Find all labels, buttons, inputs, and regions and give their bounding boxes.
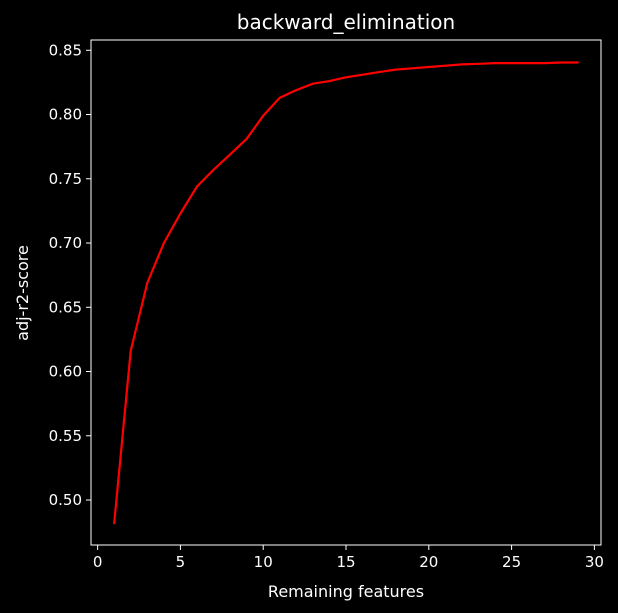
x-tick-label: 15 <box>336 553 355 571</box>
plot-frame <box>90 39 602 546</box>
chart-title: backward_elimination <box>237 10 455 34</box>
plot-area <box>90 39 602 546</box>
x-tick-label: 5 <box>176 553 186 571</box>
y-tick-label: 0.65 <box>49 298 82 316</box>
x-tick-label: 20 <box>419 553 438 571</box>
series-line <box>113 61 579 525</box>
y-tick-label: 0.80 <box>49 106 82 124</box>
y-tick-label: 0.75 <box>49 170 82 188</box>
y-tick-label: 0.60 <box>49 363 82 381</box>
x-tick-label: 30 <box>585 553 604 571</box>
x-tick-label: 25 <box>502 553 521 571</box>
y-tick-label: 0.50 <box>49 491 82 509</box>
y-tick-label: 0.55 <box>49 427 82 445</box>
x-axis: 0 5 10 15 20 25 30 <box>93 545 604 571</box>
y-axis-label: adj-r2-score <box>13 245 32 341</box>
x-axis-label: Remaining features <box>268 582 424 601</box>
y-tick-label: 0.70 <box>49 234 82 252</box>
y-axis: 0.50 0.55 0.60 0.65 0.70 0.75 0.80 0.85 <box>49 41 91 509</box>
x-tick-label: 10 <box>254 553 273 571</box>
x-tick-label: 0 <box>93 553 103 571</box>
series-layer <box>113 61 579 525</box>
y-tick-label: 0.85 <box>49 41 82 59</box>
